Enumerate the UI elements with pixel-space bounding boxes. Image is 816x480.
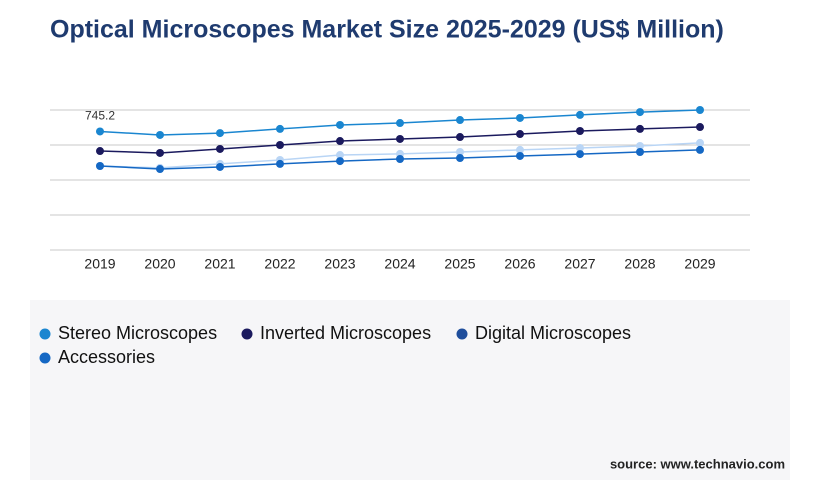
legend-marker (39, 328, 51, 340)
point (516, 113, 524, 122)
x-tick-label: 2028 (624, 256, 655, 272)
point (576, 144, 584, 153)
x-tick-label: 2023 (324, 256, 355, 272)
point (216, 144, 224, 153)
point (456, 133, 464, 142)
x-tick-label: 2025 (444, 256, 475, 272)
point (456, 148, 464, 156)
x-tick-label: 2020 (144, 256, 175, 272)
legend-marker (456, 328, 468, 340)
x-tick-label: 2026 (504, 256, 535, 272)
legend-label: Inverted Microscopes (260, 323, 431, 343)
point (576, 127, 584, 135)
point (636, 148, 644, 156)
point (456, 154, 464, 163)
legend-panel (30, 300, 790, 480)
point (96, 127, 104, 136)
legend-marker (39, 352, 51, 364)
point (636, 124, 644, 133)
legend-marker (241, 328, 253, 340)
point (636, 108, 644, 117)
x-tick-label: 2021 (204, 256, 235, 272)
x-tick-label: 2024 (384, 256, 415, 272)
point (276, 124, 284, 133)
point (696, 145, 704, 154)
point (276, 159, 284, 168)
point (156, 130, 164, 139)
source: source: www.technavio.com (610, 456, 785, 471)
point (696, 123, 704, 132)
point (96, 162, 104, 170)
point (396, 119, 404, 128)
point (216, 162, 224, 171)
point (336, 151, 344, 160)
point (336, 137, 344, 146)
point (156, 148, 164, 157)
point (156, 165, 164, 174)
point (396, 134, 404, 143)
point (276, 141, 284, 149)
legend-label: Accessories (58, 347, 155, 367)
x-tick-label: 2029 (684, 256, 715, 272)
x-tick-label: 2022 (264, 256, 295, 272)
point (456, 116, 464, 125)
x-tick-label: 2027 (564, 256, 595, 272)
legend-label: Digital Microscopes (475, 323, 631, 343)
x-tick-label: 2019 (84, 256, 115, 272)
point (96, 147, 104, 156)
point (396, 155, 404, 163)
point (516, 130, 524, 139)
point (516, 145, 524, 154)
point (336, 120, 344, 129)
point (576, 150, 584, 159)
point (516, 151, 524, 160)
legend-label: Stereo Microscopes (58, 323, 217, 343)
point (636, 141, 644, 150)
point (336, 157, 344, 166)
point (576, 110, 584, 119)
point (216, 129, 224, 138)
point (696, 138, 704, 147)
data-label: 745.2 (85, 109, 115, 123)
point (696, 106, 704, 114)
chart-title: Optical Microscopes Market Size 2025-202… (50, 16, 724, 44)
